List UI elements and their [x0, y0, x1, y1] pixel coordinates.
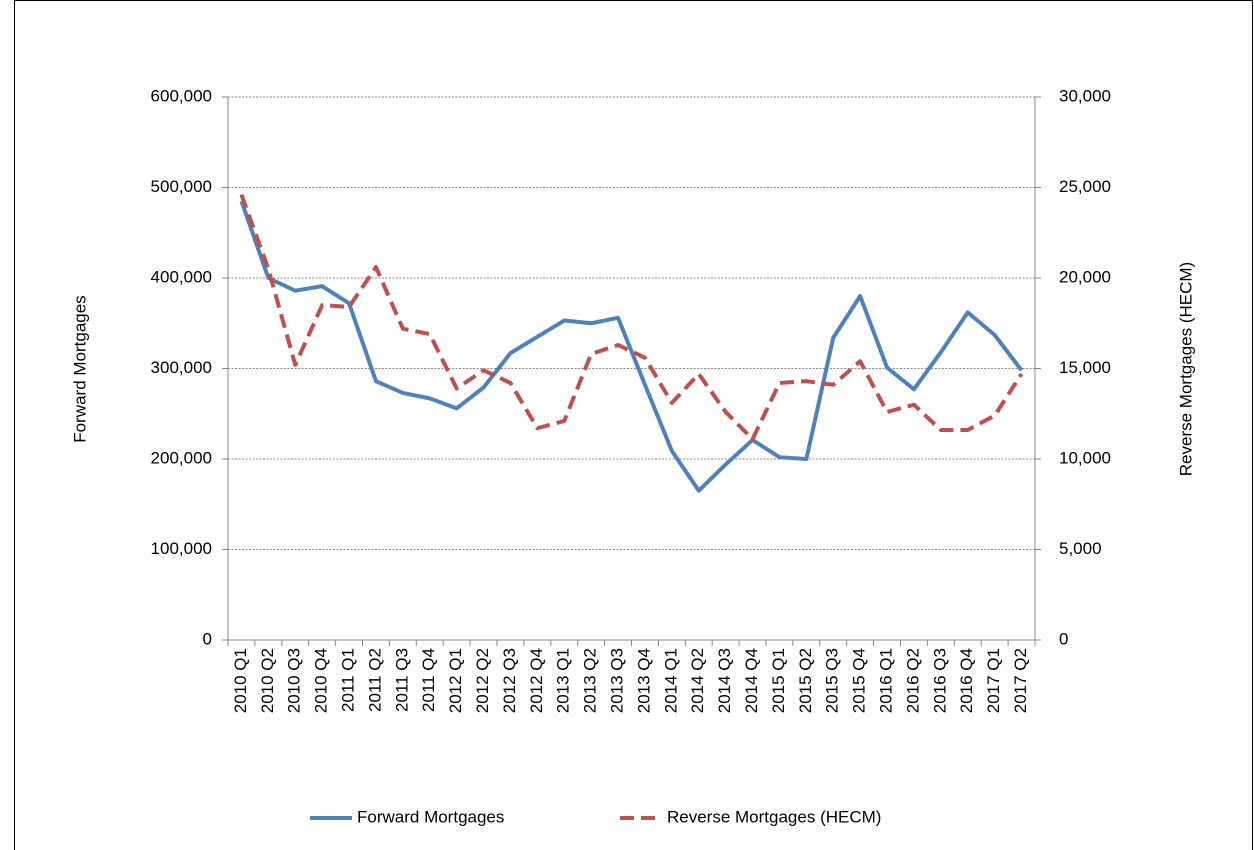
legend-label: Reverse Mortgages (HECM) — [667, 807, 881, 826]
x-tick-label: 2010 Q3 — [285, 648, 304, 713]
x-tick-label: 2017 Q1 — [984, 648, 1003, 713]
x-tick-label: 2012 Q3 — [500, 648, 519, 713]
x-tick-label: 2016 Q3 — [930, 648, 949, 713]
x-tick-label: 2014 Q4 — [742, 648, 761, 713]
x-tick-label: 2010 Q1 — [231, 648, 250, 713]
x-tick-label: 2015 Q3 — [823, 648, 842, 713]
y2-tick-label: 25,000 — [1059, 177, 1111, 196]
y2-axis-title: Reverse Mortgages (HECM) — [1176, 262, 1195, 476]
x-tick-label: 2010 Q4 — [312, 648, 331, 713]
x-tick-label: 2013 Q1 — [554, 648, 573, 713]
x-tick-label: 2013 Q4 — [634, 648, 653, 713]
chart-frame — [14, 0, 1253, 850]
x-tick-label: 2011 Q3 — [392, 648, 411, 712]
x-tick-label: 2015 Q1 — [769, 648, 788, 713]
x-tick-label: 2017 Q2 — [1011, 648, 1030, 713]
x-tick-label: 2010 Q2 — [258, 648, 277, 713]
legend-label: Forward Mortgages — [357, 807, 504, 826]
y2-tick-label: 5,000 — [1059, 539, 1102, 558]
x-tick-label: 2012 Q2 — [473, 648, 492, 713]
x-tick-label: 2014 Q3 — [715, 648, 734, 713]
y2-tick-label: 15,000 — [1059, 358, 1111, 377]
y-tick-label: 100,000 — [151, 539, 212, 558]
x-tick-label: 2011 Q1 — [339, 648, 358, 712]
y-tick-label: 300,000 — [151, 358, 212, 377]
y-tick-label: 600,000 — [151, 86, 212, 105]
x-tick-label: 2013 Q2 — [581, 648, 600, 713]
y-tick-label: 500,000 — [151, 177, 212, 196]
series-line — [239, 200, 1024, 493]
y2-tick-label: 10,000 — [1059, 448, 1111, 467]
y-tick-label: 0 — [203, 629, 212, 648]
y2-tick-label: 20,000 — [1059, 267, 1111, 286]
y2-tick-label: 0 — [1059, 629, 1068, 648]
x-tick-label: 2011 Q2 — [365, 648, 384, 712]
x-tick-label: 2015 Q4 — [850, 648, 869, 713]
x-tick-label: 2016 Q1 — [877, 648, 896, 713]
x-tick-label: 2011 Q4 — [419, 648, 438, 712]
x-tick-label: 2013 Q3 — [608, 648, 627, 713]
y2-tick-label: 30,000 — [1059, 86, 1111, 105]
x-tick-label: 2012 Q4 — [527, 648, 546, 713]
x-tick-label: 2015 Q2 — [796, 648, 815, 713]
x-tick-label: 2016 Q4 — [957, 648, 976, 713]
y-tick-label: 400,000 — [151, 267, 212, 286]
y-tick-label: 200,000 — [151, 448, 212, 467]
series-line — [239, 194, 1024, 442]
y-axis-title: Forward Mortgages — [70, 295, 89, 442]
x-tick-label: 2014 Q1 — [661, 648, 680, 713]
x-tick-label: 2014 Q2 — [688, 648, 707, 713]
x-tick-label: 2012 Q1 — [446, 648, 465, 713]
x-tick-label: 2016 Q2 — [903, 648, 922, 713]
